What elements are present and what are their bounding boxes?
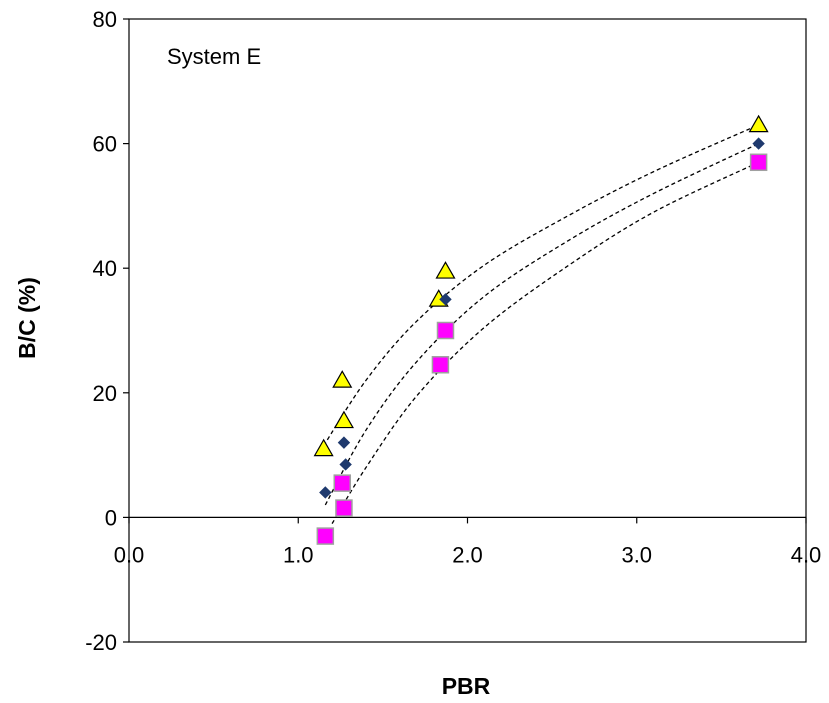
trend-line-diamond <box>324 143 759 506</box>
diamond-point <box>337 436 351 449</box>
y-axis-title: B/C (%) <box>14 277 40 359</box>
triangle-point <box>748 114 769 133</box>
y-tick-label: 80 <box>93 7 117 32</box>
triangle-point <box>333 410 354 429</box>
diamond-point <box>439 293 452 306</box>
y-tick-label: 0 <box>105 505 117 530</box>
x-tick-label: 2.0 <box>452 542 483 567</box>
x-tick-label: 3.0 <box>621 542 652 567</box>
square-point <box>333 474 352 492</box>
x-tick-label: 0.0 <box>114 542 145 567</box>
square-point <box>335 499 353 517</box>
diamond-point <box>339 458 352 471</box>
y-tick-label: 60 <box>93 132 117 157</box>
chart-annotation: System E <box>167 44 261 69</box>
x-axis-title: PBR <box>442 673 491 699</box>
diamond-point <box>752 137 765 150</box>
trend-line-triangle <box>323 124 759 447</box>
diamond-point <box>319 486 332 499</box>
trend-line-square <box>331 161 759 524</box>
y-tick-label: 20 <box>93 381 117 406</box>
x-tick-label: 1.0 <box>283 542 314 567</box>
data-points <box>313 114 769 545</box>
plot-frame <box>128 18 807 643</box>
triangle-point <box>332 370 353 388</box>
triangle-point <box>435 261 456 279</box>
axes-group <box>123 18 807 643</box>
trend-lines <box>323 124 759 524</box>
y-tick-label: 40 <box>93 256 117 281</box>
square-point <box>431 356 450 374</box>
x-tick-label: 4.0 <box>791 542 822 567</box>
y-tick-label: -20 <box>85 630 117 655</box>
square-point <box>436 321 455 340</box>
square-point <box>749 153 768 172</box>
tick-labels: -20 0 20 40 60 80 0.0 1.0 2.0 3.0 4.0 <box>85 7 821 655</box>
triangle-point <box>313 438 334 457</box>
square-point <box>316 527 335 545</box>
